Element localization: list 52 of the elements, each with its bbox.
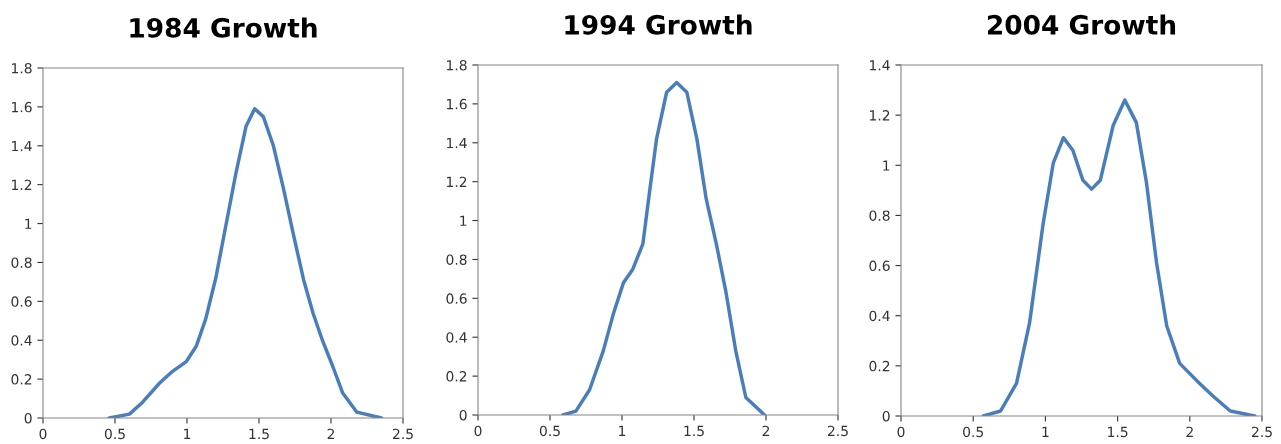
y-tick-label: 0.6 [11,296,32,307]
x-tick-label: 2.5 [827,425,848,437]
y-tick-label: 1 [460,215,467,226]
y-tick-label: 1.2 [447,176,467,187]
chart-title: 1994 Growth [565,14,752,35]
y-tick-label: 0 [24,412,32,424]
x-tick-label: 0.5 [963,426,984,438]
x-tick-label: 0 [474,425,482,437]
y-tick-label: 0.8 [11,257,32,268]
y-tick-label: 0.4 [869,310,890,322]
x-tick-label: 1 [1042,426,1049,437]
line-series [107,107,384,418]
x-tick-label: 1 [619,425,626,436]
y-tick-label: 0.2 [869,360,890,372]
y-tick-label: 1.4 [447,137,467,149]
y-tick-label: 1.8 [447,59,467,71]
y-tick-label: 0.4 [446,332,467,343]
x-tick-label: 1.5 [684,425,704,437]
x-tick-label: 0.5 [104,428,125,440]
y-tick-label: 1.8 [12,62,32,74]
x-tick-label: 2.5 [1251,426,1272,438]
x-tick-label: 2 [1186,426,1193,437]
line-series [981,98,1257,416]
chart-title: 1984 Growth [130,17,317,38]
y-tick-label: 1.2 [12,179,32,190]
y-tick-label: 1.2 [870,110,890,121]
x-tick-label: 0 [39,428,47,440]
y-tick-label: 1 [25,218,32,229]
x-tick-label: 0.5 [539,425,560,437]
y-tick-label: 0.2 [446,371,467,382]
y-tick-label: 0.2 [11,374,32,385]
x-tick-label: 0 [897,426,905,438]
y-tick-label: 0.8 [869,210,890,221]
x-tick-label: 2 [762,425,770,436]
x-tick-label: 1 [184,428,191,439]
chart-title: 2004 Growth [987,14,1176,35]
x-tick-label: 2 [327,428,335,439]
y-tick-label: 0 [459,409,467,421]
x-tick-label: 1.5 [249,428,269,440]
y-tick-label: 0.4 [11,335,32,346]
y-tick-label: 1.4 [870,60,890,71]
line-series [561,80,767,415]
y-tick-label: 0.6 [869,260,890,272]
y-tick-label: 1.4 [12,140,32,152]
x-tick-label: 2.5 [392,428,413,440]
x-tick-label: 1.5 [1108,426,1128,438]
y-tick-label: 0 [882,410,890,422]
y-tick-label: 1.6 [12,101,32,113]
y-tick-label: 1 [883,160,890,171]
y-tick-label: 0.6 [446,293,467,304]
y-tick-label: 0.8 [446,254,467,265]
y-tick-label: 1.6 [447,98,467,110]
